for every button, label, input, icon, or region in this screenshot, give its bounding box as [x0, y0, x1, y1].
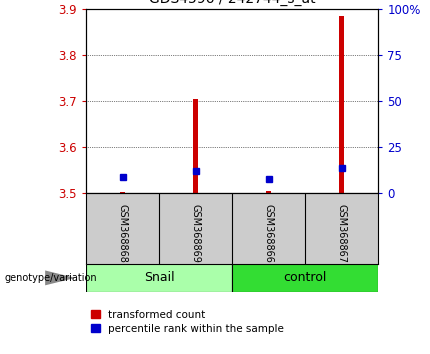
Bar [232, 264, 378, 292]
Polygon shape [45, 270, 75, 285]
Legend: transformed count, percentile rank within the sample: transformed count, percentile rank withi… [91, 310, 284, 334]
Bar [266, 191, 271, 193]
Bar [120, 192, 125, 193]
Text: control: control [284, 272, 327, 284]
Text: GSM368868: GSM368868 [117, 204, 128, 262]
Text: GSM368869: GSM368869 [190, 204, 201, 262]
Bar [339, 16, 344, 193]
Bar [193, 99, 198, 193]
Text: Snail: Snail [144, 272, 175, 284]
Bar [86, 264, 232, 292]
Text: genotype/variation: genotype/variation [4, 273, 97, 283]
Text: GSM368867: GSM368867 [337, 204, 347, 263]
Text: GSM368866: GSM368866 [264, 204, 274, 262]
Title: GDS4596 / 242744_s_at: GDS4596 / 242744_s_at [149, 0, 316, 6]
